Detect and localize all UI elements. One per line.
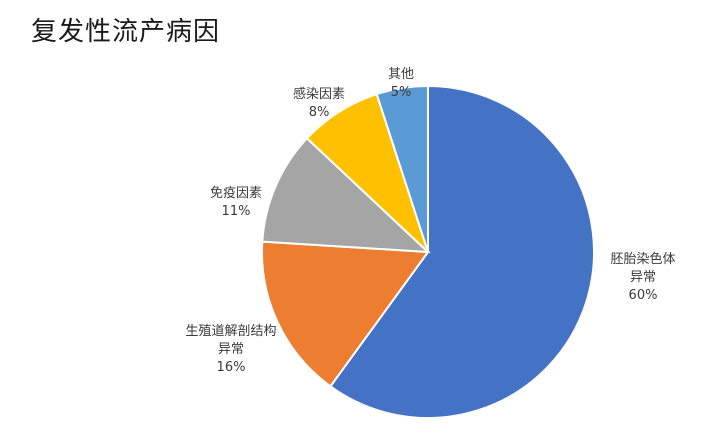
label-name-line: 胚胎染色体: [610, 252, 676, 267]
label-name-line: 生殖道解剖结构: [185, 324, 277, 339]
slice-immune: [261, 136, 431, 254]
label-percent: 16%: [216, 360, 246, 375]
label-percent: 5%: [390, 85, 412, 100]
slice-chromosomal: [329, 84, 595, 419]
label-name-line: 其他: [387, 67, 414, 82]
slice-anatomical: [261, 240, 430, 388]
label-percent: 8%: [308, 105, 330, 120]
label-percent: 60%: [628, 288, 658, 303]
label-immune: 免疫因素 11%: [196, 185, 276, 221]
label-infection: 感染因素 8%: [279, 86, 359, 122]
label-anatomical: 生殖道解剖结构 异常 16%: [168, 323, 294, 377]
label-other: 其他 5%: [371, 66, 431, 102]
slice-other: [375, 84, 429, 253]
label-chromosomal: 胚胎染色体异常 60%: [598, 251, 688, 305]
label-name-line: 感染因素: [292, 87, 345, 102]
label-name-line: 免疫因素: [209, 186, 262, 201]
chart-title: 复发性流产病因: [31, 17, 221, 47]
label-name-line: 异常: [629, 270, 656, 285]
label-name-line: 异常: [217, 342, 244, 357]
label-percent: 11%: [221, 204, 251, 219]
